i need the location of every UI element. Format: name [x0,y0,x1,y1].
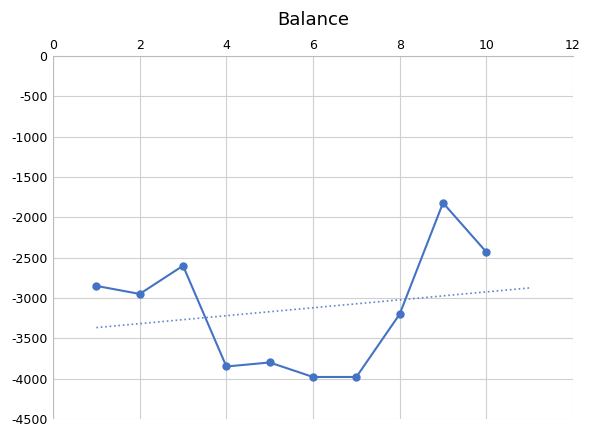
Title: Balance: Balance [277,11,349,29]
